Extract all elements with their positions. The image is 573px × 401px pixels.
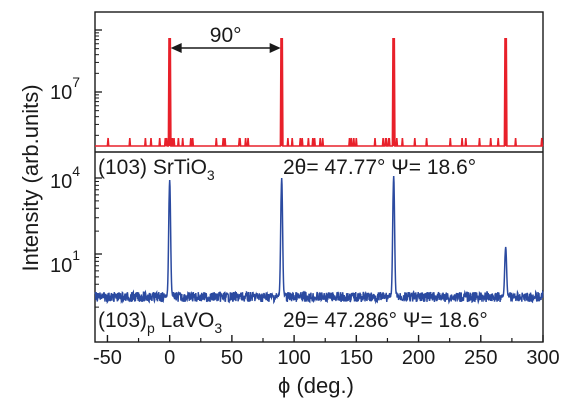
x-tick-label: 50 bbox=[221, 347, 243, 369]
srtio3-phi-scan bbox=[95, 37, 544, 147]
arrow-head-left bbox=[170, 43, 182, 53]
annotation-label: 90° bbox=[210, 24, 242, 47]
panel-angles-bottom: 2θ= 47.286° Ψ= 18.6° bbox=[283, 309, 488, 332]
y-tick-label-top-2: 104 bbox=[50, 163, 80, 193]
x-tick-label: 150 bbox=[340, 347, 373, 369]
lavo3-phi-scan bbox=[94, 175, 544, 305]
x-axis-title: ϕ (deg.) bbox=[278, 373, 354, 398]
x-tick-label: 250 bbox=[464, 347, 497, 369]
peak-spacing-annotation: 90° bbox=[170, 24, 281, 53]
lavo3-trace bbox=[94, 175, 544, 305]
panel-label-top: (103) SrTiO3 bbox=[98, 156, 215, 183]
arrow-head-right bbox=[269, 43, 281, 53]
x-tick-label: 200 bbox=[402, 347, 435, 369]
y-axis-title: Intensity (arb.units) bbox=[18, 84, 43, 271]
y-minor-ticks bbox=[95, 29, 102, 308]
panel-angles-top: 2θ= 47.77° Ψ= 18.6° bbox=[283, 156, 476, 179]
x-axis-ticks: -50 0 50 100 150 200 250 300 bbox=[93, 335, 560, 369]
y-tick-label-top-1: 107 bbox=[50, 74, 80, 104]
plot-frame bbox=[94, 11, 544, 343]
x-tick-label: -50 bbox=[93, 347, 122, 369]
srtio3-trace bbox=[95, 37, 544, 147]
y-tick-label-bottom-1: 101 bbox=[50, 247, 80, 277]
panel-label-bottom: (103)p LaVO3 bbox=[98, 309, 222, 336]
x-tick-label: 300 bbox=[526, 347, 559, 369]
x-tick-label: 100 bbox=[277, 347, 310, 369]
x-tick-label: 0 bbox=[164, 347, 175, 369]
